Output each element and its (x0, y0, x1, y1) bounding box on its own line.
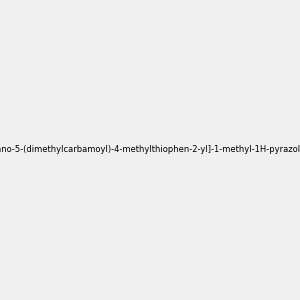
Text: 4-chloro-N-[3-cyano-5-(dimethylcarbamoyl)-4-methylthiophen-2-yl]-1-methyl-1H-pyr: 4-chloro-N-[3-cyano-5-(dimethylcarbamoyl… (0, 146, 300, 154)
